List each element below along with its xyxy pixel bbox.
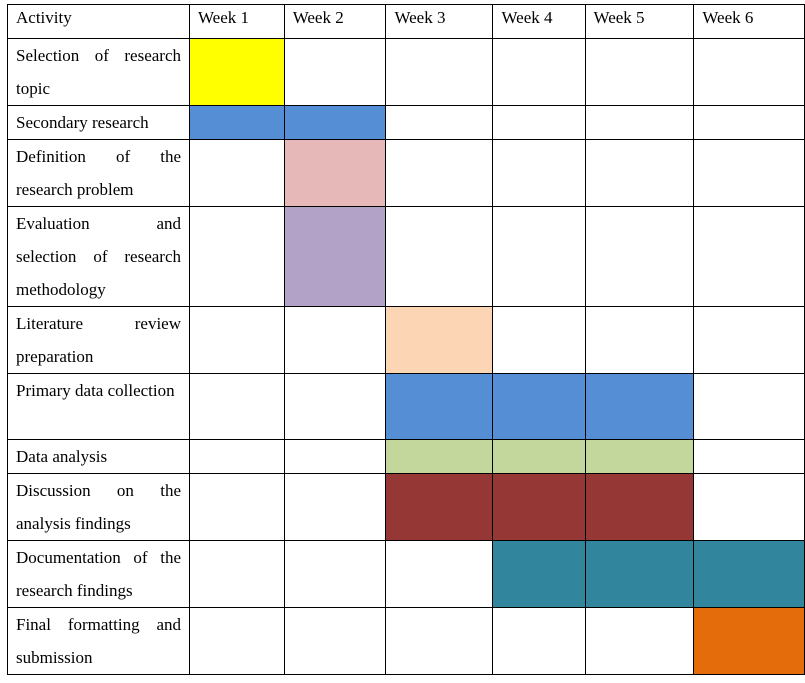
week-6-cell xyxy=(693,38,805,106)
header-week-6: Week 6 xyxy=(693,4,805,39)
week-5-cell xyxy=(584,38,695,106)
activity-label: Primary data collection xyxy=(7,373,190,440)
header-week-2: Week 2 xyxy=(283,4,387,39)
week-4-cell xyxy=(492,607,586,675)
activity-label: Discussion on the analysis findings xyxy=(7,473,190,541)
header-week-4: Week 4 xyxy=(492,4,586,39)
week-6-cell xyxy=(693,139,805,207)
table-row: Evaluation and selection of research met… xyxy=(7,206,805,307)
header-row: Activity Week 1 Week 2 Week 3 Week 4 Wee… xyxy=(7,4,805,39)
week-4-cell xyxy=(492,105,586,140)
week-6-cell xyxy=(693,439,805,474)
week-5-cell xyxy=(584,105,695,140)
week-1-cell xyxy=(189,473,285,541)
header-activity: Activity xyxy=(7,4,190,39)
week-3-cell-active xyxy=(385,306,494,374)
week-4-cell xyxy=(492,139,586,207)
week-2-cell xyxy=(283,540,387,608)
table-row: Documentation of the research findings xyxy=(7,540,805,608)
week-1-cell xyxy=(189,540,285,608)
table-row: Primary data collection xyxy=(7,373,805,440)
week-6-cell-active xyxy=(693,607,805,675)
week-2-cell xyxy=(283,439,387,474)
table-row: Secondary research xyxy=(7,105,805,140)
activity-label: Selection of research topic xyxy=(7,38,190,106)
week-6-cell xyxy=(693,373,805,440)
week-2-cell-active xyxy=(283,105,387,140)
week-4-cell-active xyxy=(492,540,586,608)
week-3-cell-active xyxy=(385,439,494,474)
activity-label: Documentation of the research findings xyxy=(7,540,190,608)
week-4-cell-active xyxy=(492,373,586,440)
week-6-cell xyxy=(693,306,805,374)
activity-label: Definition of the research problem xyxy=(7,139,190,207)
week-6-cell xyxy=(693,473,805,541)
activity-label: Secondary research xyxy=(7,105,190,140)
week-3-cell-active xyxy=(385,373,494,440)
week-3-cell xyxy=(385,139,494,207)
week-1-cell xyxy=(189,139,285,207)
week-1-cell xyxy=(189,439,285,474)
week-2-cell-active xyxy=(283,139,387,207)
activity-label: Evaluation and selection of research met… xyxy=(7,206,190,307)
gantt-chart-table: Activity Week 1 Week 2 Week 3 Week 4 Wee… xyxy=(7,4,805,675)
week-5-cell xyxy=(584,607,695,675)
activity-label: Final formatting and submission xyxy=(7,607,190,675)
week-3-cell xyxy=(385,38,494,106)
week-2-cell xyxy=(283,473,387,541)
header-week-3: Week 3 xyxy=(385,4,494,39)
week-1-cell xyxy=(189,306,285,374)
week-3-cell xyxy=(385,206,494,307)
week-5-cell-active xyxy=(584,540,695,608)
week-2-cell xyxy=(283,607,387,675)
week-2-cell-active xyxy=(283,206,387,307)
week-5-cell xyxy=(584,306,695,374)
table-row: Discussion on the analysis findings xyxy=(7,473,805,541)
week-4-cell xyxy=(492,306,586,374)
week-6-cell xyxy=(693,105,805,140)
week-1-cell-active xyxy=(189,105,285,140)
week-1-cell xyxy=(189,607,285,675)
week-2-cell xyxy=(283,38,387,106)
week-4-cell-active xyxy=(492,439,586,474)
week-4-cell xyxy=(492,38,586,106)
week-4-cell-active xyxy=(492,473,586,541)
week-3-cell-active xyxy=(385,473,494,541)
week-1-cell-active xyxy=(189,38,285,106)
week-3-cell xyxy=(385,105,494,140)
week-6-cell xyxy=(693,206,805,307)
header-week-1: Week 1 xyxy=(189,4,285,39)
week-6-cell-active xyxy=(693,540,805,608)
week-1-cell xyxy=(189,373,285,440)
table-row: Literature review preparation xyxy=(7,306,805,374)
week-5-cell-active xyxy=(584,373,695,440)
table-row: Data analysis xyxy=(7,439,805,474)
week-2-cell xyxy=(283,373,387,440)
week-1-cell xyxy=(189,206,285,307)
table-row: Final formatting and submission xyxy=(7,607,805,675)
table-row: Definition of the research problem xyxy=(7,139,805,207)
header-week-5: Week 5 xyxy=(584,4,695,39)
activity-label: Literature review preparation xyxy=(7,306,190,374)
week-2-cell xyxy=(283,306,387,374)
week-5-cell xyxy=(584,206,695,307)
week-3-cell xyxy=(385,607,494,675)
week-3-cell xyxy=(385,540,494,608)
week-4-cell xyxy=(492,206,586,307)
table-row: Selection of research topic xyxy=(7,38,805,106)
activity-label: Data analysis xyxy=(7,439,190,474)
week-5-cell-active xyxy=(584,473,695,541)
week-5-cell-active xyxy=(584,439,695,474)
week-5-cell xyxy=(584,139,695,207)
